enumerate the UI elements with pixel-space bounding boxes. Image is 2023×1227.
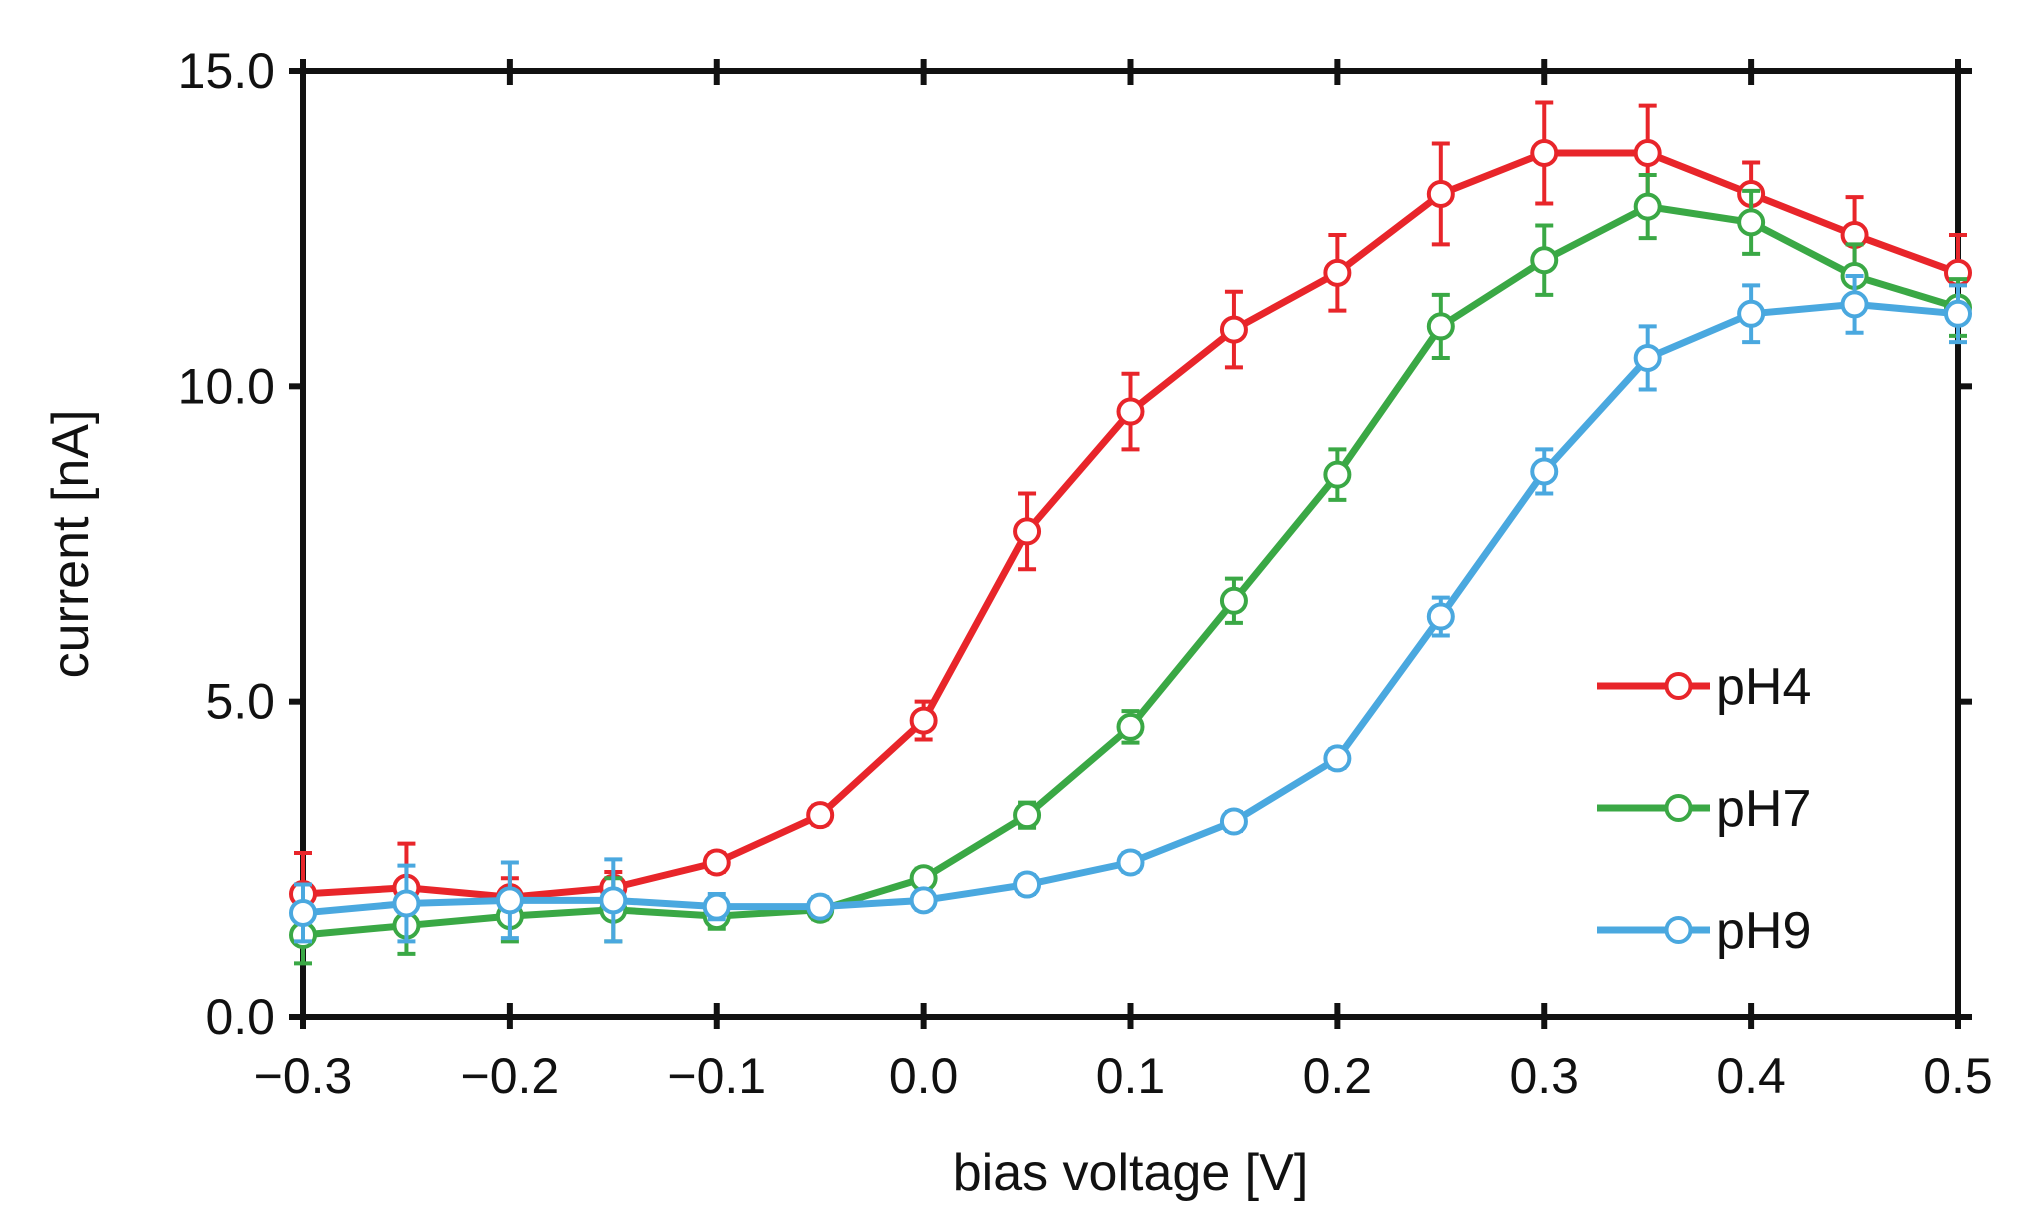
data-point	[1426, 179, 1455, 208]
legend-marker	[1664, 672, 1693, 700]
x-tick-label: 0.5	[1923, 1048, 1993, 1104]
y-tick-label: 10.0	[178, 358, 275, 414]
series-layer	[289, 100, 1972, 966]
axes: −0.3 −0.2 −0.1 0.0 0.1 0.2 0.3 0.4 0.5 0.0 5.0 10.0…	[178, 43, 1993, 1104]
legend-marker	[1664, 794, 1693, 822]
data-point	[1633, 192, 1662, 221]
data-point	[806, 801, 835, 830]
data-point	[1530, 138, 1559, 167]
data-point	[1530, 457, 1559, 486]
data-point	[909, 886, 938, 915]
data-point	[1116, 848, 1145, 877]
data-point	[1323, 744, 1352, 773]
data-point	[702, 848, 731, 877]
data-point	[1530, 246, 1559, 275]
data-point	[495, 886, 524, 915]
data-point	[1013, 801, 1042, 830]
data-point	[702, 892, 731, 921]
data-point	[1426, 312, 1455, 341]
y-tick-label: 5.0	[205, 674, 275, 730]
legend-label: pH7	[1716, 780, 1811, 838]
x-tick-label: 0.2	[1303, 1048, 1373, 1104]
legend-marker	[1664, 916, 1693, 944]
x-tick-label: −0.2	[461, 1048, 560, 1104]
series-pH9	[289, 273, 1972, 944]
data-point	[1633, 343, 1662, 372]
data-point	[1116, 397, 1145, 426]
x-axis-title: bias voltage [V]	[953, 1144, 1309, 1202]
x-tick-label: 0.1	[1096, 1048, 1166, 1104]
legend-item-pH7: pH7	[1597, 780, 1811, 838]
legend-item-pH4: pH4	[1597, 658, 1811, 716]
x-tick-label: −0.3	[254, 1048, 353, 1104]
data-point	[1323, 258, 1352, 287]
x-tick-label: 0.0	[889, 1048, 959, 1104]
data-point	[1013, 517, 1042, 546]
data-point	[909, 706, 938, 735]
data-point	[1219, 807, 1248, 836]
series-line	[302, 203, 1960, 939]
data-point	[1944, 299, 1972, 328]
y-tick-label: 0.0	[205, 989, 275, 1045]
legend: pH4 pH7 pH9	[1597, 658, 1811, 960]
series-line	[302, 149, 1960, 901]
data-point	[1116, 712, 1145, 741]
data-point	[599, 886, 628, 915]
legend-item-pH9: pH9	[1597, 902, 1811, 960]
data-point	[1013, 870, 1042, 899]
data-point	[1426, 602, 1455, 631]
data-point	[806, 892, 835, 921]
x-tick-label: 0.4	[1716, 1048, 1786, 1104]
y-axis-title: current [nA]	[42, 410, 100, 679]
series-pH7	[289, 173, 1972, 966]
data-point	[1323, 460, 1352, 489]
data-point	[1737, 208, 1766, 237]
legend-label: pH9	[1716, 902, 1811, 960]
data-point	[1633, 138, 1662, 167]
data-point	[1219, 586, 1248, 615]
x-tick-label: −0.1	[667, 1048, 766, 1104]
data-point	[1737, 299, 1766, 328]
data-point	[289, 898, 317, 927]
data-point	[1219, 315, 1248, 344]
y-tick-label: 15.0	[178, 43, 275, 99]
data-point	[1840, 290, 1869, 319]
x-tick-label: 0.3	[1509, 1048, 1579, 1104]
data-point	[392, 889, 421, 918]
legend-label: pH4	[1716, 658, 1811, 716]
